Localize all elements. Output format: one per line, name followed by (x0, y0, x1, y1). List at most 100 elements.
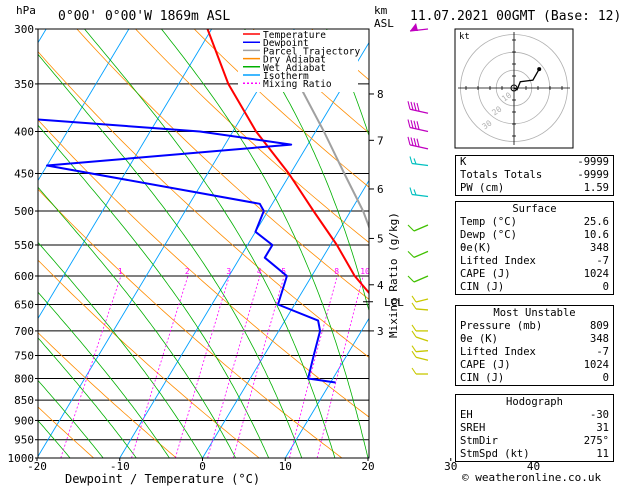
isotherm-line (119, 41, 369, 458)
mu-value: 1024 (583, 359, 609, 371)
isotherm-line (38, 29, 213, 320)
dry-adiabat-line (135, 29, 369, 244)
legend-background (238, 30, 358, 92)
mu-label: Lifted Index (460, 346, 536, 358)
wind-barb (411, 295, 429, 303)
parcel-trajectory-line (285, 62, 369, 230)
legend-label: Isotherm (263, 71, 309, 82)
mixing-ratio-label: 10 (360, 267, 370, 276)
wind-barb (407, 119, 429, 133)
hodo-row: StmSpd (kt) 11 (456, 448, 613, 461)
dry-adiabat-line (38, 259, 260, 458)
wind-barb (411, 350, 429, 361)
pressure-tick-label: 650 (14, 299, 34, 312)
hodo-row: EH -30 (456, 409, 613, 422)
pressure-tick-label: 950 (14, 434, 34, 447)
mixing-ratio-label: 4 (257, 267, 262, 276)
legend-label: Parcel Trajectory (263, 46, 361, 57)
wet-adiabat-line (161, 29, 369, 458)
mixing-ratio-line (131, 275, 189, 458)
wind-barb (407, 250, 429, 258)
temperature-tick-label: 10 (279, 460, 292, 473)
wet-adiabat-line (38, 420, 71, 458)
dry-adiabat-line (193, 29, 369, 188)
wind-barb (409, 23, 429, 32)
surface-row: Dewp (°C) 10.6 (456, 229, 613, 242)
mixing-ratio-line (232, 275, 285, 458)
surface-value: 25.6 (583, 216, 609, 228)
mixing-ratio-label: 5 (281, 267, 286, 276)
wet-adiabat-line (38, 337, 137, 458)
x-axis-label: Dewpoint / Temperature (°C) (65, 472, 260, 486)
temperature-tick-label: 20 (361, 460, 374, 473)
pressure-tick-label: 850 (14, 394, 34, 407)
surface-value: -7 (596, 255, 609, 267)
index-row: Totals Totals -9999 (456, 169, 613, 182)
hodograph-trace (513, 68, 540, 91)
km-tick-label: 8 (377, 88, 384, 101)
hodo-value: 31 (596, 422, 609, 434)
location-title: 0°00' 0°00'W 1869m ASL (58, 9, 230, 24)
mixing-ratio-line (60, 275, 122, 458)
wet-adiabat-line (38, 53, 303, 458)
pressure-tick-label: 700 (14, 325, 34, 338)
most-unstable-panel: Most Unstable Pressure (mb) 809 θe (K) 348… (455, 305, 614, 386)
mu-label: CAPE (J) (460, 359, 511, 371)
pressure-tick-label: 400 (14, 126, 34, 139)
wind-barb (407, 275, 429, 283)
temperature-tick-label: 40 (527, 460, 540, 473)
wind-barbs (407, 23, 429, 375)
surface-label: θe(K) (460, 242, 492, 254)
wind-barb (407, 136, 429, 150)
surface-value: 1024 (583, 268, 609, 280)
km-tick-label: 3 (377, 325, 384, 338)
hodo-value: 11 (596, 448, 609, 460)
hodograph-stats-panel: Hodograph EH -30 SREH 31 StmDir 275° StmSpd… (455, 394, 614, 462)
wet-adiabat-line (38, 124, 270, 458)
mu-row: CIN (J) 0 (456, 372, 613, 385)
temperature-tick-label: -20 (27, 460, 47, 473)
mixing-ratio-label: 20 (445, 267, 455, 276)
km-tick-label: 5 (377, 232, 384, 245)
km-tick-label: 7 (377, 134, 384, 147)
wet-adiabat-line (84, 29, 336, 458)
mu-label: θe (K) (460, 333, 498, 345)
legend-label: Dry Adiabat (263, 55, 326, 66)
temperature-tick-label: 30 (444, 460, 457, 473)
isotherm-line (284, 317, 369, 458)
asl-unit-label: ASL (374, 17, 394, 30)
hodograph-unit-label: kt (459, 32, 470, 42)
wind-barb (409, 156, 429, 167)
mixing-ratio-label: 8 (334, 267, 339, 276)
index-row: K -9999 (456, 156, 613, 169)
wind-barb (407, 224, 429, 232)
axes: 3003504004505005506006507007508008509009… (8, 23, 541, 473)
pressure-tick-label: 1000 (8, 452, 35, 465)
index-label: Totals Totals (460, 169, 543, 181)
legend-label: Wet Adiabat (263, 63, 326, 74)
mixing-ratio-line (289, 275, 338, 458)
profiles (38, 29, 369, 384)
km-tick-label: 6 (377, 183, 384, 196)
pressure-tick-label: 450 (14, 168, 34, 181)
mixing-ratio-line (407, 276, 448, 458)
wet-adiabat-line (38, 379, 104, 458)
mu-value: 0 (602, 372, 609, 384)
hodograph-stats-title: Hodograph (506, 396, 563, 408)
km-unit-label: km (374, 4, 388, 17)
pressure-tick-label: 500 (14, 205, 34, 218)
temperature-tick-label: 0 (199, 460, 206, 473)
surface-value: 348 (590, 242, 609, 254)
dry-adiabat-line (76, 29, 369, 300)
wet-adiabat-line (38, 241, 203, 458)
pressure-tick-label: 600 (14, 270, 34, 283)
wind-barb (411, 345, 429, 353)
hodograph-end-dot (537, 67, 542, 72)
wind-barb (411, 367, 428, 375)
dry-adiabat-line (38, 188, 343, 458)
surface-panel: Surface Temp (°C) 25.6 Dewp (°C) 10.6 θe(K… (455, 201, 614, 295)
mu-row: CAPE (J) 1024 (456, 359, 613, 372)
surface-label: CIN (J) (460, 281, 505, 293)
